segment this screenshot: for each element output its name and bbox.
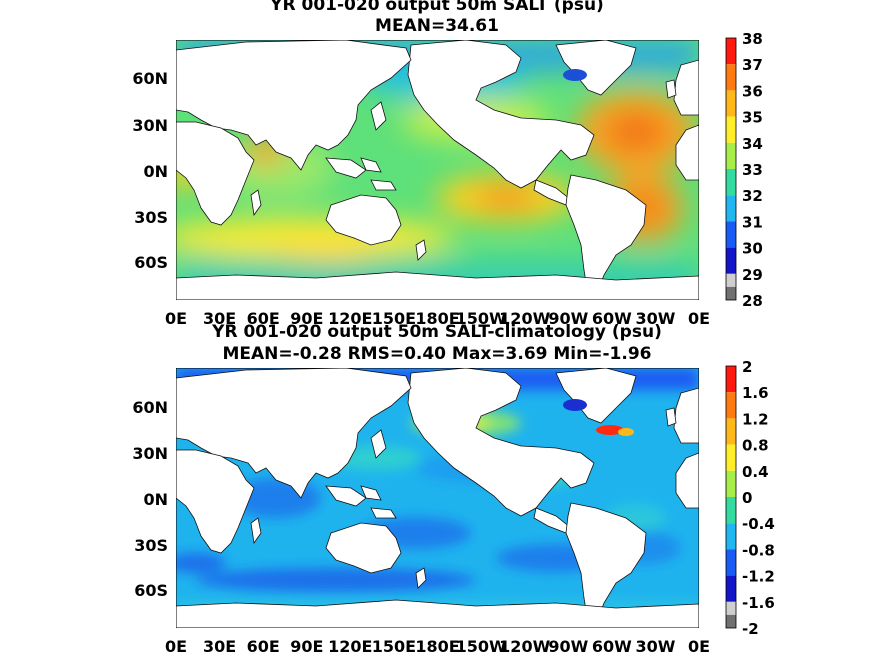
y-axis-ticks: 60N 30N 0N 30S 60S (132, 398, 168, 600)
x-tick-label: 60W (592, 637, 632, 656)
x-tick-label: 60W (592, 309, 632, 328)
colorbar-tick-label: 36 (742, 82, 763, 100)
x-tick-label: 180E (415, 637, 459, 656)
colorbar-tick-label: 28 (742, 292, 763, 310)
x-tick-label: 150W (456, 309, 507, 328)
y-tick-label: 60S (134, 253, 168, 272)
x-tick-label: 120W (499, 637, 550, 656)
colorbar-tick-label: -2 (742, 620, 759, 638)
x-tick-label: 60E (247, 309, 280, 328)
colorbar-tick-label: 33 (742, 161, 763, 179)
y-tick-label: 60N (132, 398, 168, 417)
colorbar-tick-label: 0.4 (742, 463, 769, 481)
x-tick-label: 30W (635, 637, 675, 656)
x-tick-label: 60E (247, 637, 280, 656)
colorbar-tick-label: 30 (742, 240, 763, 258)
salinity-map (176, 40, 699, 300)
x-tick-label: 30E (203, 637, 236, 656)
y-axis-ticks: 60N 30N 0N 30S 60S (132, 69, 168, 272)
colorbar-tick-label: 31 (742, 213, 763, 231)
colorbar-tick-label: -1.2 (742, 568, 775, 586)
y-tick-label: 0N (143, 490, 168, 509)
y-tick-label: 0N (143, 162, 168, 181)
x-tick-label: 0E (688, 637, 710, 656)
x-tick-label: 150E (372, 637, 416, 656)
x-tick-label: 150E (372, 309, 416, 328)
colorbar: 2 1.6 1.2 0.8 0.4 0 -0.4 -0.8 -1.2 -1.6 … (725, 358, 775, 638)
colorbar-tick-label: -0.8 (742, 541, 775, 559)
x-tick-label: 150W (456, 637, 507, 656)
x-tick-label: 0E (688, 309, 710, 328)
colorbar-tick-label: 2 (742, 358, 752, 376)
y-tick-label: 30N (132, 444, 168, 463)
x-tick-label: 30E (203, 309, 236, 328)
x-tick-label: 90E (290, 309, 323, 328)
chart-title: YR 001-020 output 50m SALT (psu) (269, 0, 604, 15)
x-tick-label: 0E (165, 637, 187, 656)
colorbar-tick-label: 34 (742, 135, 763, 153)
colorbar-tick-label: 37 (742, 56, 763, 74)
x-axis-ticks: 0E 30E 60E 90E 120E 150E 180E 150W 120W … (165, 637, 710, 656)
colorbar-tick-label: 1.6 (742, 384, 769, 402)
y-tick-label: 60S (134, 581, 168, 600)
colorbar: 38 37 36 35 34 33 32 31 30 29 28 (725, 30, 763, 310)
x-tick-label: 120E (328, 309, 372, 328)
y-tick-label: 30S (134, 208, 168, 227)
y-tick-label: 30S (134, 536, 168, 555)
colorbar-tick-label: 38 (742, 30, 763, 48)
x-tick-label: 90E (290, 637, 323, 656)
colorbar-tick-label: -0.4 (742, 515, 775, 533)
x-tick-label: 90W (548, 309, 588, 328)
colorbar-tick-label: 0 (742, 489, 752, 507)
colorbar-tick-label: 1.2 (742, 410, 769, 428)
x-tick-label: 120E (328, 637, 372, 656)
colorbar-tick-label: -1.6 (742, 594, 775, 612)
colorbar-tick-label: 0.8 (742, 437, 769, 455)
x-tick-label: 0E (165, 309, 187, 328)
colorbar-tick-label: 35 (742, 109, 763, 127)
y-tick-label: 30N (132, 116, 168, 135)
x-tick-label: 120W (499, 309, 550, 328)
x-tick-label: 30W (635, 309, 675, 328)
x-tick-label: 90W (548, 637, 588, 656)
colorbar-tick-label: 32 (742, 187, 763, 205)
chart-title: YR 001-020 output 50m SALT-climatology (… (211, 322, 662, 342)
x-tick-label: 180E (415, 309, 459, 328)
salinity-bias-map (176, 368, 699, 628)
x-axis-ticks: 0E 30E 60E 90E 120E 150E 180E 150W 120W … (165, 309, 710, 328)
chart-subtitle: MEAN=34.61 (375, 16, 499, 36)
y-tick-label: 60N (132, 69, 168, 88)
chart-subtitle: MEAN=-0.28 RMS=0.40 Max=3.69 Min=-1.96 (223, 344, 652, 364)
colorbar-tick-label: 29 (742, 266, 763, 284)
